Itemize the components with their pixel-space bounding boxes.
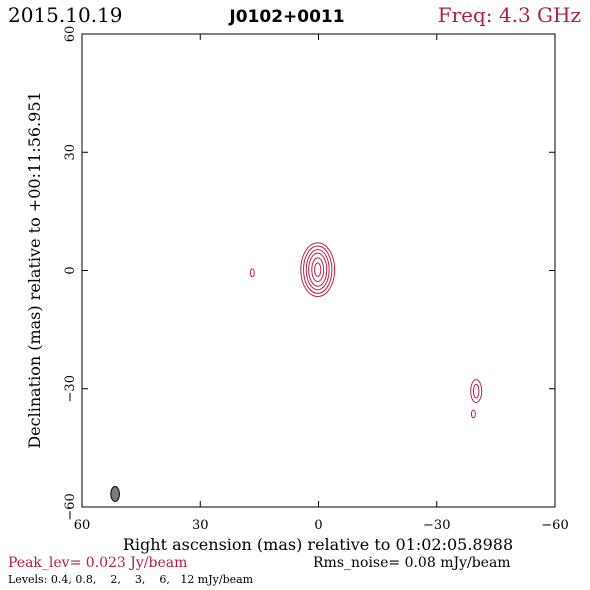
y-tick-label-2: 0 (63, 266, 78, 274)
x-axis-label: Right ascension (mas) relative to 01:02:… (123, 535, 513, 554)
contour-core-3 (308, 252, 328, 287)
peak-level: Peak_lev= 0.023 Jy/beam (8, 555, 187, 571)
y-tick-label-4: −60 (63, 493, 78, 520)
contour-core-0 (300, 242, 336, 298)
y-tick-label-0: 60 (63, 26, 78, 43)
frequency-label: Freq: 4.3 GHz (438, 3, 581, 27)
y-axis-label: Declination (mas) relative to +00:11:56.… (25, 91, 44, 448)
beam-ellipse (110, 486, 120, 502)
y-tick-labels: 60 30 0 −30 −60 (63, 26, 78, 521)
contour-east-small-feature-0 (249, 268, 255, 278)
x-tick-label-2: 0 (314, 518, 322, 533)
y-tick-label-3: −30 (63, 375, 78, 402)
axis-ticks (81, 33, 556, 508)
x-tick-label-3: −30 (423, 518, 450, 533)
component-east-small-feature (249, 268, 255, 278)
contour-core-1 (303, 245, 333, 294)
plot-frame (81, 33, 556, 508)
x-tick-label-1: 30 (192, 518, 209, 533)
x-tick-labels: 60 30 0 −30 −60 (74, 518, 569, 533)
contour-west-feature-1 (472, 383, 480, 399)
rms-noise: Rms_noise= 0.08 mJy/beam (313, 555, 511, 571)
contour-core-5 (314, 262, 322, 277)
x-tick-label-4: −60 (541, 518, 568, 533)
contour-core-4 (311, 257, 325, 283)
component-west-feature (470, 379, 483, 404)
contour-west-feature-0 (470, 379, 483, 404)
contour-levels: Levels: 0.4, 0.8, 2, 3, 6, 12 mJy/beam (8, 573, 254, 586)
component-west-small-feature (470, 409, 476, 419)
contour-layer (249, 242, 483, 419)
component-core (300, 242, 336, 298)
y-tick-label-1: 30 (63, 144, 78, 161)
contour-west-small-feature-0 (470, 409, 476, 419)
source-name: J0102+0011 (228, 7, 344, 27)
contour-core-2 (305, 249, 330, 291)
observation-date: 2015.10.19 (8, 3, 123, 27)
beam-layer (110, 486, 120, 502)
x-tick-label-0: 60 (74, 518, 91, 533)
